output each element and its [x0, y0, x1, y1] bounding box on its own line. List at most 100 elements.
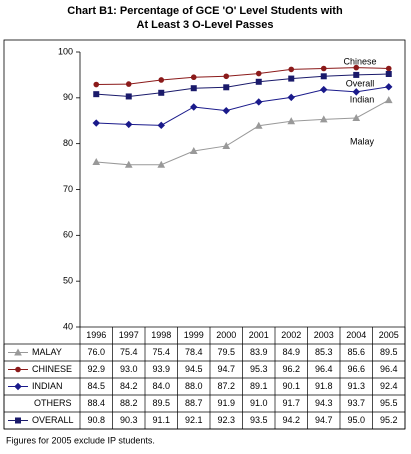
x-tick-label: 2001 — [249, 330, 269, 340]
x-tick-label: 2000 — [216, 330, 236, 340]
table-value: 89.5 — [380, 347, 398, 357]
table-value: 93.5 — [250, 415, 268, 425]
table-value: 96.4 — [380, 364, 398, 374]
point — [190, 103, 198, 111]
legend-label: OTHERS — [34, 398, 72, 408]
point — [255, 78, 262, 85]
y-tick-label: 60 — [63, 230, 73, 240]
x-tick-label: 2002 — [281, 330, 301, 340]
table-value: 95.2 — [380, 415, 398, 425]
table-value: 91.9 — [217, 398, 235, 408]
point — [288, 66, 295, 73]
table-value: 95.5 — [380, 398, 398, 408]
point — [158, 89, 165, 96]
point — [320, 73, 327, 80]
series-line — [96, 99, 389, 166]
table-value: 89.5 — [152, 398, 170, 408]
table-value: 75.4 — [120, 347, 138, 357]
point — [223, 73, 230, 80]
point — [125, 81, 132, 87]
point — [190, 74, 197, 81]
table-value: 92.4 — [380, 381, 398, 391]
legend-marker — [15, 366, 21, 373]
legend-label: INDIAN — [32, 381, 63, 391]
legend-label: CHINESE — [32, 364, 72, 374]
point — [124, 160, 133, 168]
point — [223, 84, 230, 91]
annotation: Chinese — [343, 56, 376, 66]
point — [157, 121, 165, 130]
footnote: Figures for 2005 exclude IP students. — [6, 435, 155, 445]
legend-label: MALAY — [32, 347, 62, 357]
table-value: 90.3 — [120, 415, 138, 425]
x-tick-label: 1999 — [184, 330, 204, 340]
table-value: 79.5 — [217, 347, 235, 357]
table-value: 85.3 — [315, 347, 333, 357]
table-value: 96.6 — [347, 364, 365, 374]
table-value: 95.0 — [347, 415, 365, 425]
table-value: 91.7 — [282, 398, 300, 408]
point — [288, 75, 295, 82]
annotation: Malay — [350, 136, 375, 146]
point — [320, 85, 328, 94]
table-value: 84.2 — [120, 381, 138, 391]
table-value: 85.6 — [347, 347, 365, 357]
x-tick-label: 1998 — [151, 330, 171, 340]
point — [255, 70, 262, 77]
point — [254, 121, 263, 129]
table-value: 91.3 — [347, 381, 365, 391]
point — [319, 115, 328, 123]
x-tick-label: 1996 — [86, 330, 106, 340]
point — [385, 83, 393, 91]
point — [222, 141, 231, 149]
table-value: 94.7 — [217, 364, 235, 374]
annotation: Overall — [346, 78, 375, 88]
chart-title: Chart B1: Percentage of GCE 'O' Level St… — [67, 5, 343, 17]
legend-marker — [14, 348, 22, 356]
table-value: 88.7 — [185, 398, 203, 408]
table-value: 94.2 — [282, 415, 300, 425]
point — [125, 93, 132, 100]
point — [92, 157, 101, 165]
table-value: 93.7 — [347, 398, 365, 408]
point — [384, 96, 393, 104]
x-tick-label: 1997 — [119, 330, 139, 340]
y-tick-label: 40 — [63, 321, 73, 331]
point — [222, 106, 230, 115]
point — [287, 117, 296, 125]
table-value: 92.1 — [185, 415, 203, 425]
table-value: 93.0 — [120, 364, 138, 374]
table-value: 96.4 — [315, 364, 333, 374]
table-value: 92.3 — [217, 415, 235, 425]
point — [385, 65, 392, 72]
annotation: Indian — [350, 94, 375, 104]
table-value: 78.4 — [185, 347, 203, 357]
table-value: 76.0 — [87, 347, 105, 357]
table-value: 75.4 — [152, 347, 170, 357]
table-value: 89.1 — [250, 381, 268, 391]
table-value: 88.0 — [185, 381, 203, 391]
x-tick-label: 2005 — [379, 330, 399, 340]
table-value: 94.7 — [315, 415, 333, 425]
table-value: 93.9 — [152, 364, 170, 374]
point — [385, 71, 392, 77]
x-tick-label: 2004 — [346, 330, 366, 340]
legend-marker — [14, 382, 22, 391]
table-value: 94.3 — [315, 398, 333, 408]
point — [255, 98, 263, 106]
y-tick-label: 70 — [63, 184, 73, 194]
legend-marker — [15, 417, 21, 424]
table-value: 90.1 — [282, 381, 300, 391]
point — [92, 119, 100, 127]
x-tick-label: 2003 — [314, 330, 334, 340]
table-value: 90.8 — [87, 415, 105, 425]
point — [190, 85, 197, 92]
table-value: 88.4 — [87, 398, 105, 408]
point — [353, 71, 360, 78]
point — [287, 93, 295, 102]
point — [158, 77, 165, 83]
point — [157, 160, 166, 168]
table-value: 84.5 — [87, 381, 105, 391]
table-value: 92.9 — [87, 364, 105, 374]
y-tick-label: 90 — [63, 92, 73, 102]
